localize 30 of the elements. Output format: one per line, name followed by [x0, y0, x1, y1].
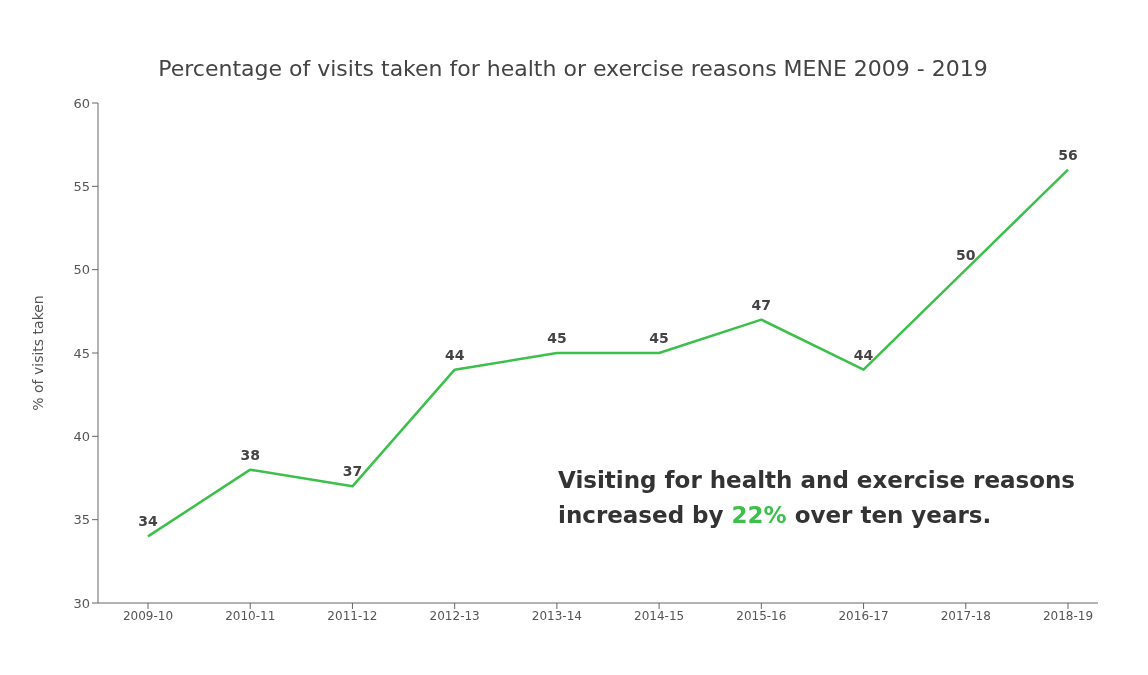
x-tick-label: 2017-18	[940, 608, 991, 623]
x-tick-label: 2014-15	[634, 608, 685, 623]
x-tick-label: 2018-19	[1042, 608, 1094, 623]
x-tick-label: 2015-16	[736, 608, 787, 623]
data-label: 47	[751, 296, 772, 313]
x-tick-label: 2009-10	[122, 608, 174, 623]
y-tick-label: 50	[73, 262, 90, 278]
y-tick-label: 55	[73, 178, 90, 194]
data-label: 44	[444, 346, 465, 363]
data-label: 38	[240, 446, 260, 463]
y-tick-label: 30	[73, 595, 90, 611]
data-label: 34	[138, 513, 158, 530]
x-tick-label: 2012-13	[429, 608, 480, 623]
data-label: 37	[342, 463, 363, 480]
annotation: Visiting for health and exercise reasons increased by 22% over ten years.	[558, 467, 1076, 528]
chart-title: Percentage of visits taken for health or exercise reasons MENE 2009 - 2019	[157, 56, 989, 81]
data-label: 44	[853, 346, 874, 363]
data-label: 45	[649, 330, 669, 346]
x-tick-label: 2013-14	[531, 608, 582, 623]
data-label: 45	[547, 330, 567, 346]
y-tick-label: 60	[73, 95, 90, 111]
x-tick-label: 2011-12	[327, 608, 378, 623]
data-label: 50	[956, 246, 976, 263]
y-tick-label: 35	[73, 512, 90, 528]
y-axis-title: % of visits taken	[29, 295, 46, 411]
x-tick-label: 2016-17	[838, 608, 889, 623]
data-label: 56	[1058, 146, 1078, 163]
y-tick-label: 45	[73, 345, 90, 361]
y-tick-label: 40	[73, 428, 90, 444]
x-tick-label: 2010-11	[225, 608, 276, 623]
